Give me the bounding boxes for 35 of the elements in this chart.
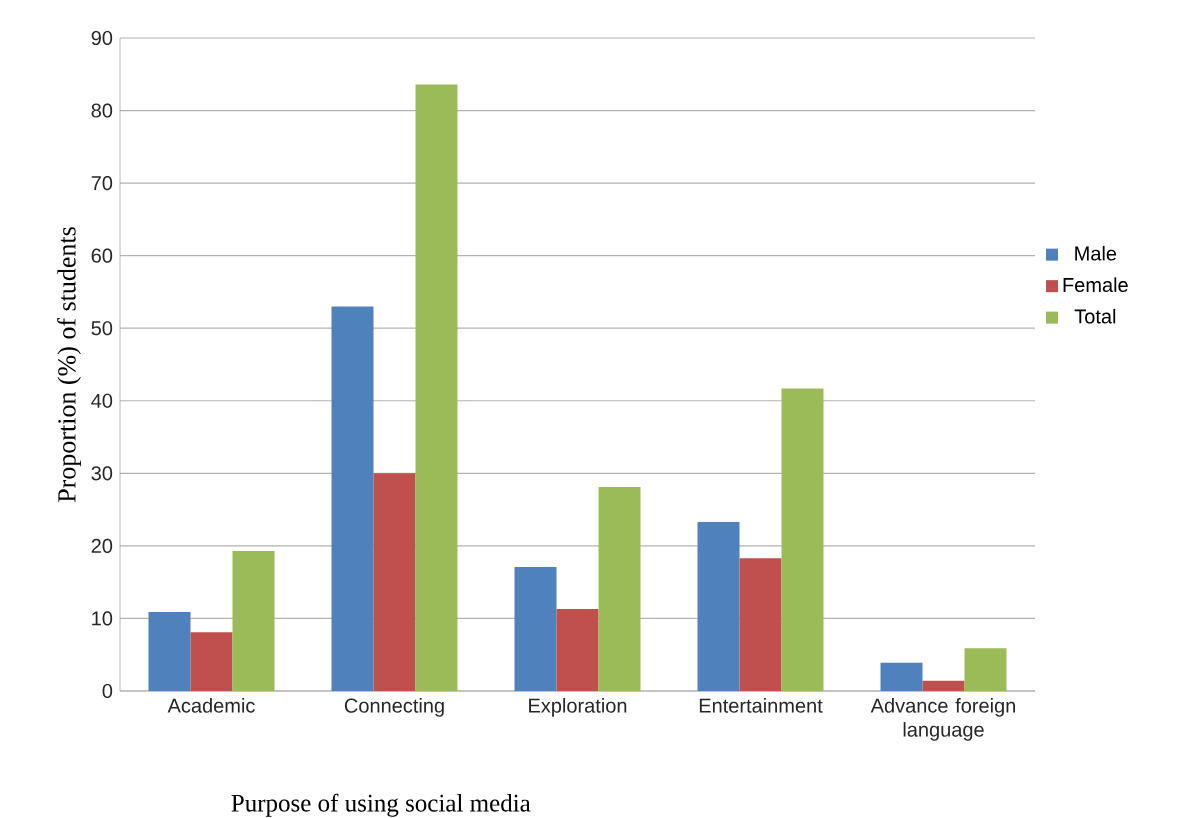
y-tick-label: 80: [91, 103, 113, 118]
bar: [190, 632, 233, 691]
y-tick-label: 50: [91, 321, 113, 336]
bar: [964, 648, 1007, 691]
bar: [373, 473, 416, 691]
bar: [598, 487, 641, 691]
y-tick-label: 60: [91, 248, 113, 263]
legend-label: Male: [1075, 245, 1117, 261]
y-tick-label: 90: [91, 30, 113, 46]
y-tick-label: 30: [91, 466, 113, 481]
x-tick-label: Academic: [167, 698, 255, 713]
bar: [331, 306, 374, 691]
y-tick-label: 40: [91, 393, 113, 408]
x-tick-label: Connecting: [344, 698, 444, 717]
bar: [415, 84, 458, 691]
bar: [232, 550, 275, 691]
bar: [781, 388, 824, 691]
y-axis-title: Proportion (%) of students: [57, 227, 81, 503]
y-tick-label: 10: [92, 611, 113, 626]
x-axis-title: Purpose of using social media: [231, 793, 531, 817]
legend-label: Total: [1074, 308, 1116, 324]
y-tick-label: 70: [91, 176, 113, 191]
bar: [922, 680, 965, 691]
x-tick-label: Advance foreign language: [870, 698, 1015, 741]
x-tick-label: Entertainment: [699, 698, 823, 713]
legend-label: Female: [1063, 277, 1128, 293]
y-tick-label: 20: [91, 538, 113, 553]
x-tick-label: Exploration: [529, 698, 627, 717]
y-tick-label: 0: [102, 683, 113, 699]
bar: [514, 566, 557, 691]
bar: [148, 611, 191, 691]
bar: [697, 521, 740, 691]
bar: [556, 609, 599, 691]
bar: [880, 662, 923, 691]
bar: [739, 558, 782, 691]
